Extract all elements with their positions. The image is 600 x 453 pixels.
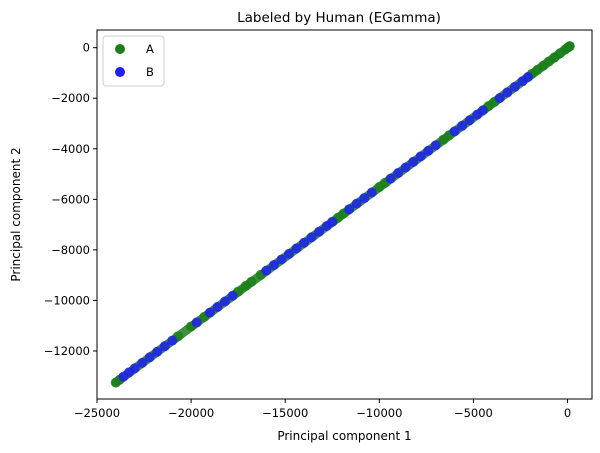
legend-label-a: A	[146, 42, 154, 56]
legend-label-b: B	[146, 65, 154, 79]
series-b-point	[268, 260, 279, 271]
series-b-point	[477, 105, 488, 116]
series-b-point	[366, 187, 377, 198]
y-tick-label: 0	[83, 41, 90, 55]
series-b-point	[306, 232, 317, 243]
x-tick-label: −5000	[454, 406, 493, 420]
series-b-point	[385, 173, 396, 184]
x-tick-label: −15000	[262, 406, 308, 420]
y-axis: 0 −2000 −4000 −6000 −8000 −10000 −12000	[44, 41, 97, 358]
series-b-point	[457, 120, 468, 131]
series-b-point	[359, 193, 370, 204]
series-b-point	[393, 168, 404, 179]
y-tick-label: −6000	[51, 192, 90, 206]
data-points	[110, 41, 575, 388]
series-b-point	[291, 243, 302, 254]
series-b-point	[449, 126, 460, 137]
y-tick-label: −2000	[51, 91, 90, 105]
y-tick-label: −8000	[51, 243, 90, 257]
series-b-point	[299, 237, 310, 248]
x-axis-label: Principal component 1	[277, 429, 411, 443]
series-a-point	[564, 41, 575, 52]
series-b-point	[408, 156, 419, 167]
series-b-point	[314, 226, 325, 237]
series-b-point	[227, 290, 238, 301]
series-b-point	[152, 346, 163, 357]
series-b-point	[204, 307, 215, 318]
series-b-point	[509, 81, 520, 92]
series-b-point	[423, 145, 434, 156]
series-a-point	[246, 276, 257, 287]
series-b-point	[464, 115, 475, 126]
y-axis-label: Principal component 2	[9, 147, 23, 281]
legend-marker-a	[115, 44, 125, 54]
series-b-point	[327, 216, 338, 227]
series-b-point	[159, 341, 170, 352]
legend-box	[102, 35, 165, 87]
series-b-point	[400, 162, 411, 173]
series-b-point	[212, 302, 223, 313]
legend: A B	[102, 35, 165, 87]
series-b-point	[415, 151, 426, 162]
x-tick-label: −10000	[356, 406, 402, 420]
series-b-point	[502, 87, 513, 98]
x-tick-label: 0	[564, 406, 571, 420]
series-b-point	[191, 317, 202, 328]
series-b-point	[351, 198, 362, 209]
series-b-point	[219, 296, 230, 307]
series-b-point	[144, 352, 155, 363]
series-b-point	[137, 357, 148, 368]
series-b-point	[494, 92, 505, 103]
y-tick-label: −10000	[44, 293, 90, 307]
series-b-point	[129, 363, 140, 374]
series-b-point	[523, 72, 534, 83]
plot-area-frame	[96, 29, 593, 400]
series-b-point	[167, 335, 178, 346]
x-tick-label: −25000	[74, 406, 120, 420]
series-b-point	[261, 265, 272, 276]
series-b-point	[276, 254, 287, 265]
x-tick-label: −20000	[168, 406, 214, 420]
series-b-point	[283, 248, 294, 259]
y-tick-label: −12000	[44, 344, 90, 358]
series-b-point	[430, 140, 441, 151]
chart-title: Labeled by Human (EGamma)	[237, 10, 441, 26]
x-axis: −25000 −20000 −15000 −10000 −5000 0	[74, 399, 571, 420]
series-b-point	[344, 204, 355, 215]
y-tick-label: −4000	[51, 142, 90, 156]
legend-marker-b	[115, 67, 125, 77]
